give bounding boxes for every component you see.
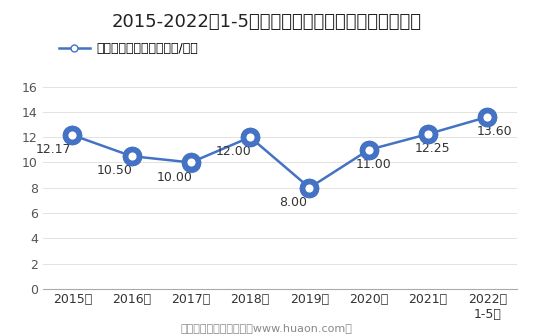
Text: 10.50: 10.50 <box>97 164 133 177</box>
Point <box>127 154 136 159</box>
Text: 12.17: 12.17 <box>36 143 71 156</box>
Text: 12.00: 12.00 <box>216 145 252 158</box>
Point <box>305 185 314 191</box>
Point <box>187 160 195 165</box>
Point <box>246 134 254 140</box>
Point <box>246 134 254 140</box>
Text: 8.00: 8.00 <box>279 196 307 209</box>
Point <box>424 131 432 136</box>
Point <box>365 147 373 153</box>
Point <box>68 132 77 138</box>
Point <box>365 147 373 153</box>
Point <box>424 131 432 137</box>
Point <box>424 131 432 137</box>
Point <box>68 132 77 137</box>
Point <box>127 154 136 159</box>
Point <box>365 147 373 153</box>
Legend: 普麦期货成交均价（万元/手）: 普麦期货成交均价（万元/手） <box>54 37 203 60</box>
Point <box>424 131 432 137</box>
Point <box>187 160 195 165</box>
Point <box>68 132 77 138</box>
Point <box>68 132 77 138</box>
Text: 13.60: 13.60 <box>477 125 512 138</box>
Text: 12.25: 12.25 <box>415 142 450 155</box>
Point <box>246 135 254 140</box>
Point <box>187 160 195 165</box>
Point <box>483 114 491 120</box>
Text: 10.00: 10.00 <box>156 171 192 184</box>
Text: 制图：华经产业研究院（www.huaon.com）: 制图：华经产业研究院（www.huaon.com） <box>181 323 352 333</box>
Point <box>483 114 491 120</box>
Point <box>305 185 314 191</box>
Point <box>305 185 314 191</box>
Point <box>187 160 195 165</box>
Point <box>187 160 195 165</box>
Point <box>365 147 373 153</box>
Point <box>424 131 432 136</box>
Point <box>365 147 373 153</box>
Point <box>68 132 77 138</box>
Point <box>246 134 254 140</box>
Text: 2015-2022年1-5月郑州商品交易所普麦期货成交均价: 2015-2022年1-5月郑州商品交易所普麦期货成交均价 <box>111 13 422 32</box>
Point <box>68 132 77 138</box>
Point <box>424 131 432 137</box>
Point <box>305 185 314 191</box>
Point <box>246 134 254 140</box>
Point <box>246 134 254 140</box>
Point <box>68 132 77 137</box>
Point <box>187 160 195 165</box>
Point <box>127 153 136 159</box>
Point <box>305 185 314 191</box>
Point <box>305 185 314 191</box>
Point <box>187 160 195 165</box>
Point <box>424 131 432 137</box>
Point <box>246 134 254 140</box>
Point <box>127 153 136 159</box>
Point <box>305 185 314 190</box>
Point <box>365 147 373 153</box>
Point <box>483 114 491 120</box>
Point <box>424 131 432 137</box>
Point <box>483 114 491 120</box>
Point <box>127 154 136 159</box>
Point <box>127 154 136 159</box>
Point <box>424 131 432 137</box>
Point <box>68 132 77 138</box>
Point <box>483 114 491 120</box>
Point <box>483 114 491 120</box>
Point <box>483 114 491 120</box>
Text: 11.00: 11.00 <box>356 158 391 171</box>
Point <box>305 185 314 190</box>
Point <box>68 132 77 138</box>
Point <box>483 114 491 120</box>
Point <box>127 154 136 159</box>
Point <box>483 114 491 120</box>
Point <box>424 131 432 137</box>
Point <box>246 134 254 140</box>
Point <box>424 131 432 137</box>
Point <box>483 114 491 120</box>
Point <box>365 147 373 153</box>
Point <box>305 185 314 191</box>
Point <box>365 147 373 153</box>
Point <box>127 154 136 159</box>
Point <box>127 154 136 159</box>
Point <box>187 160 195 165</box>
Point <box>305 185 314 191</box>
Point <box>68 132 77 138</box>
Point <box>365 147 373 152</box>
Point <box>365 147 373 153</box>
Point <box>187 160 195 165</box>
Point <box>68 132 77 138</box>
Point <box>246 134 254 140</box>
Point <box>246 134 254 140</box>
Point <box>246 135 254 140</box>
Point <box>483 114 491 120</box>
Point <box>187 160 195 165</box>
Point <box>365 147 373 153</box>
Point <box>127 154 136 159</box>
Point <box>187 160 195 165</box>
Point <box>305 185 314 191</box>
Point <box>127 153 136 159</box>
